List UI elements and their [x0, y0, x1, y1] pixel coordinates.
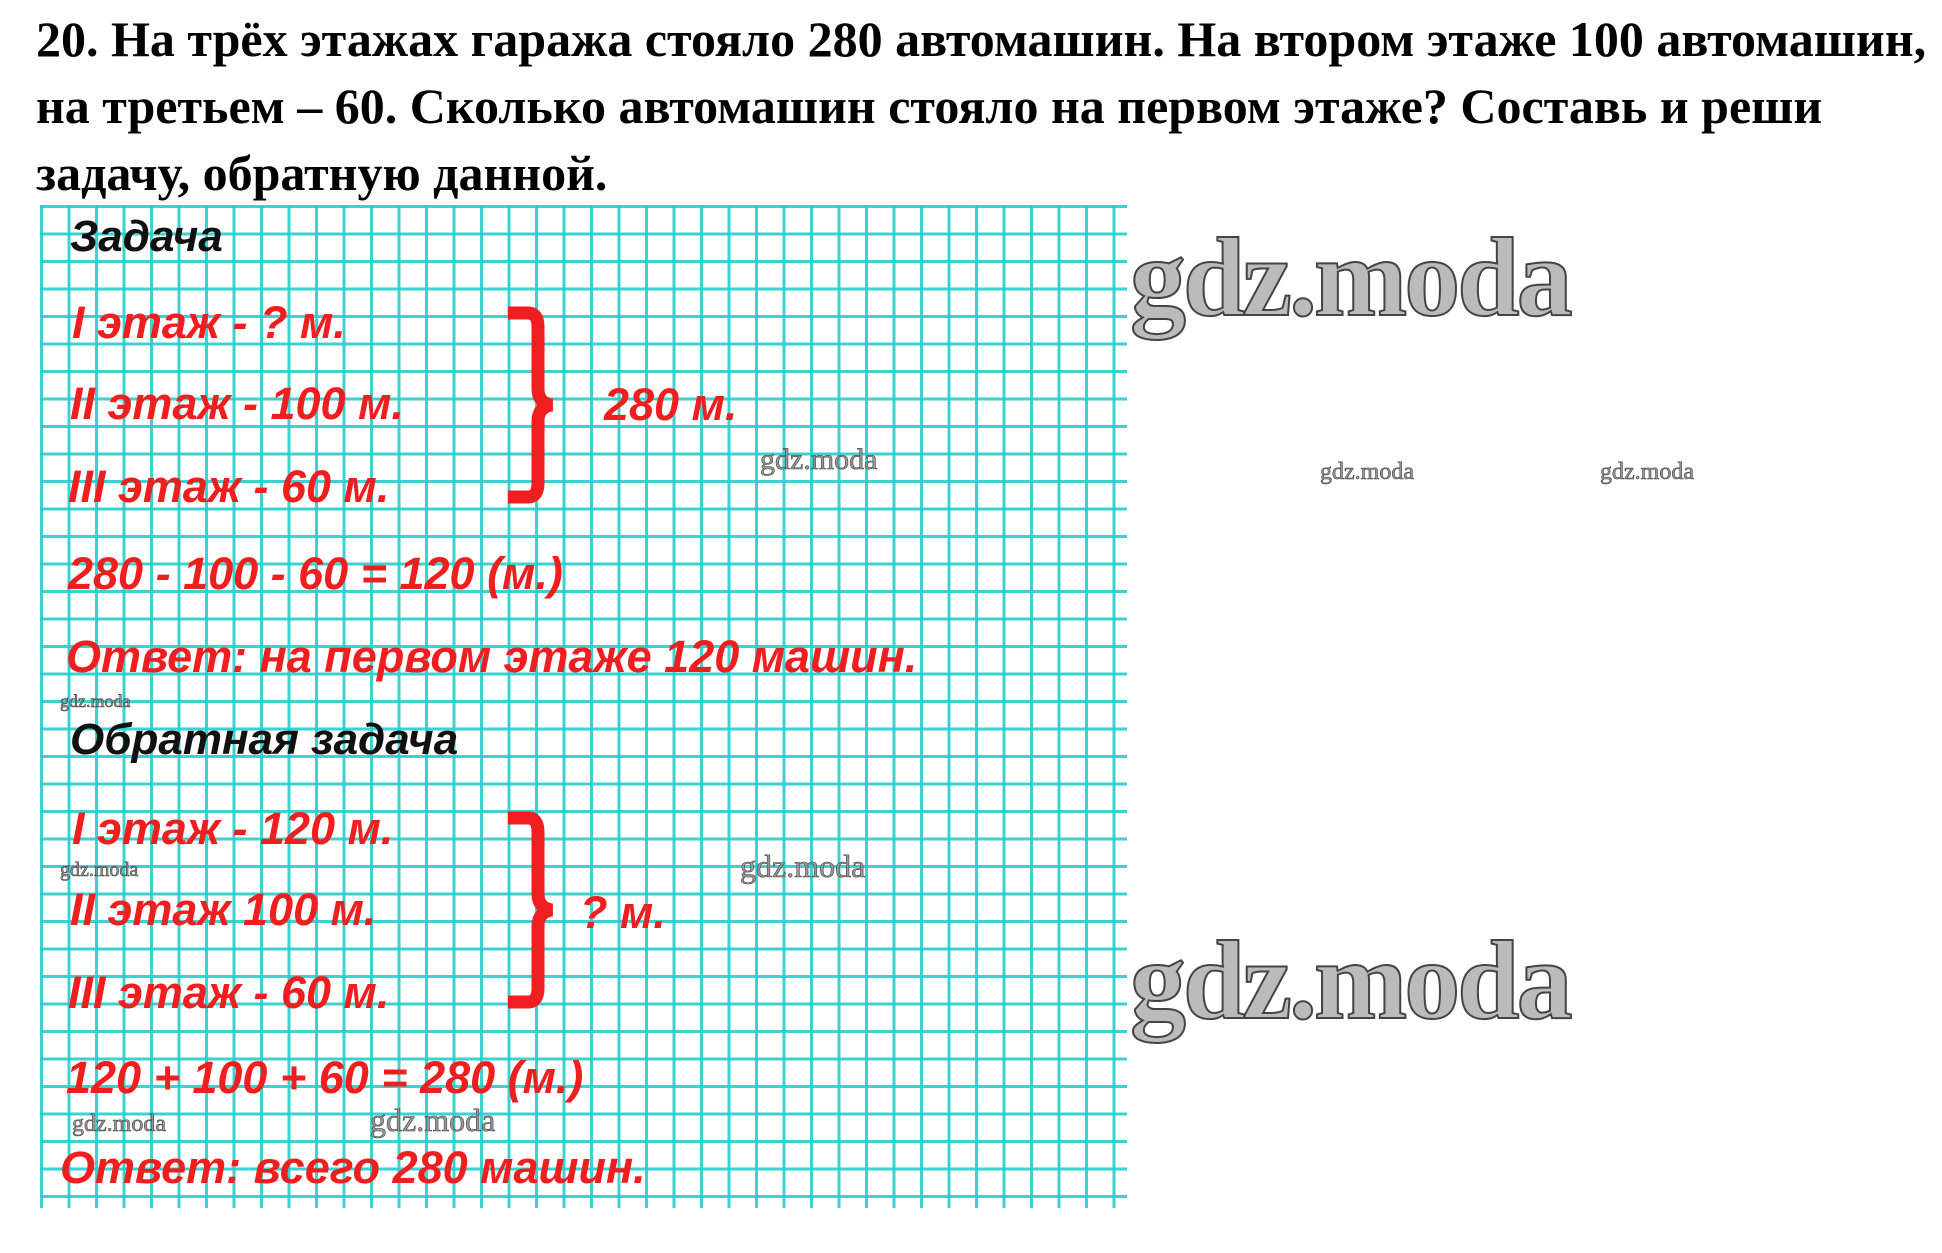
watermark: gdz.moda	[1129, 919, 1574, 1043]
inverse-line-1: I этаж - 120 м.	[72, 803, 394, 854]
watermark: gdz.moda	[1320, 459, 1415, 485]
inverse-line-2: II этаж 100 м.	[70, 884, 377, 935]
watermark: gdz.moda	[740, 848, 866, 884]
watermark: gdz.moda	[72, 1111, 167, 1137]
solution-line-1: I этаж - ? м.	[72, 297, 346, 348]
inverse-line-3: III этаж - 60 м.	[68, 967, 390, 1018]
curly-brace-icon	[508, 811, 554, 1009]
solution-equation: 280 - 100 - 60 = 120 (м.)	[68, 548, 563, 599]
watermark: gdz.moda	[760, 443, 878, 476]
task-statement: 20. На трёх этажах гаража стояло 280 авт…	[36, 11, 1927, 201]
watermark: gdz.moda	[60, 859, 139, 881]
inverse-equation: 120 + 100 + 60 = 280 (м.)	[66, 1052, 584, 1103]
inverse-total: ? м.	[580, 887, 666, 938]
solution-line-3: III этаж - 60 м.	[68, 461, 390, 512]
inverse-heading: Обратная задача	[70, 715, 459, 764]
watermark: gdz.moda	[1600, 459, 1695, 485]
solution-line-2: II этаж - 100 м.	[70, 378, 404, 429]
watermark: gdz.moda	[60, 691, 131, 711]
solution-answer: Ответ: на первом этаже 120 машин.	[66, 631, 918, 682]
watermark: gdz.moda	[1129, 216, 1574, 340]
solution-heading: Задача	[70, 212, 223, 261]
inverse-answer: Ответ: всего 280 машин.	[60, 1142, 646, 1193]
solution-total: 280 м.	[604, 379, 738, 430]
graph-paper	[40, 205, 1127, 1208]
curly-brace-icon	[508, 306, 554, 504]
watermark: gdz.moda	[370, 1102, 496, 1138]
